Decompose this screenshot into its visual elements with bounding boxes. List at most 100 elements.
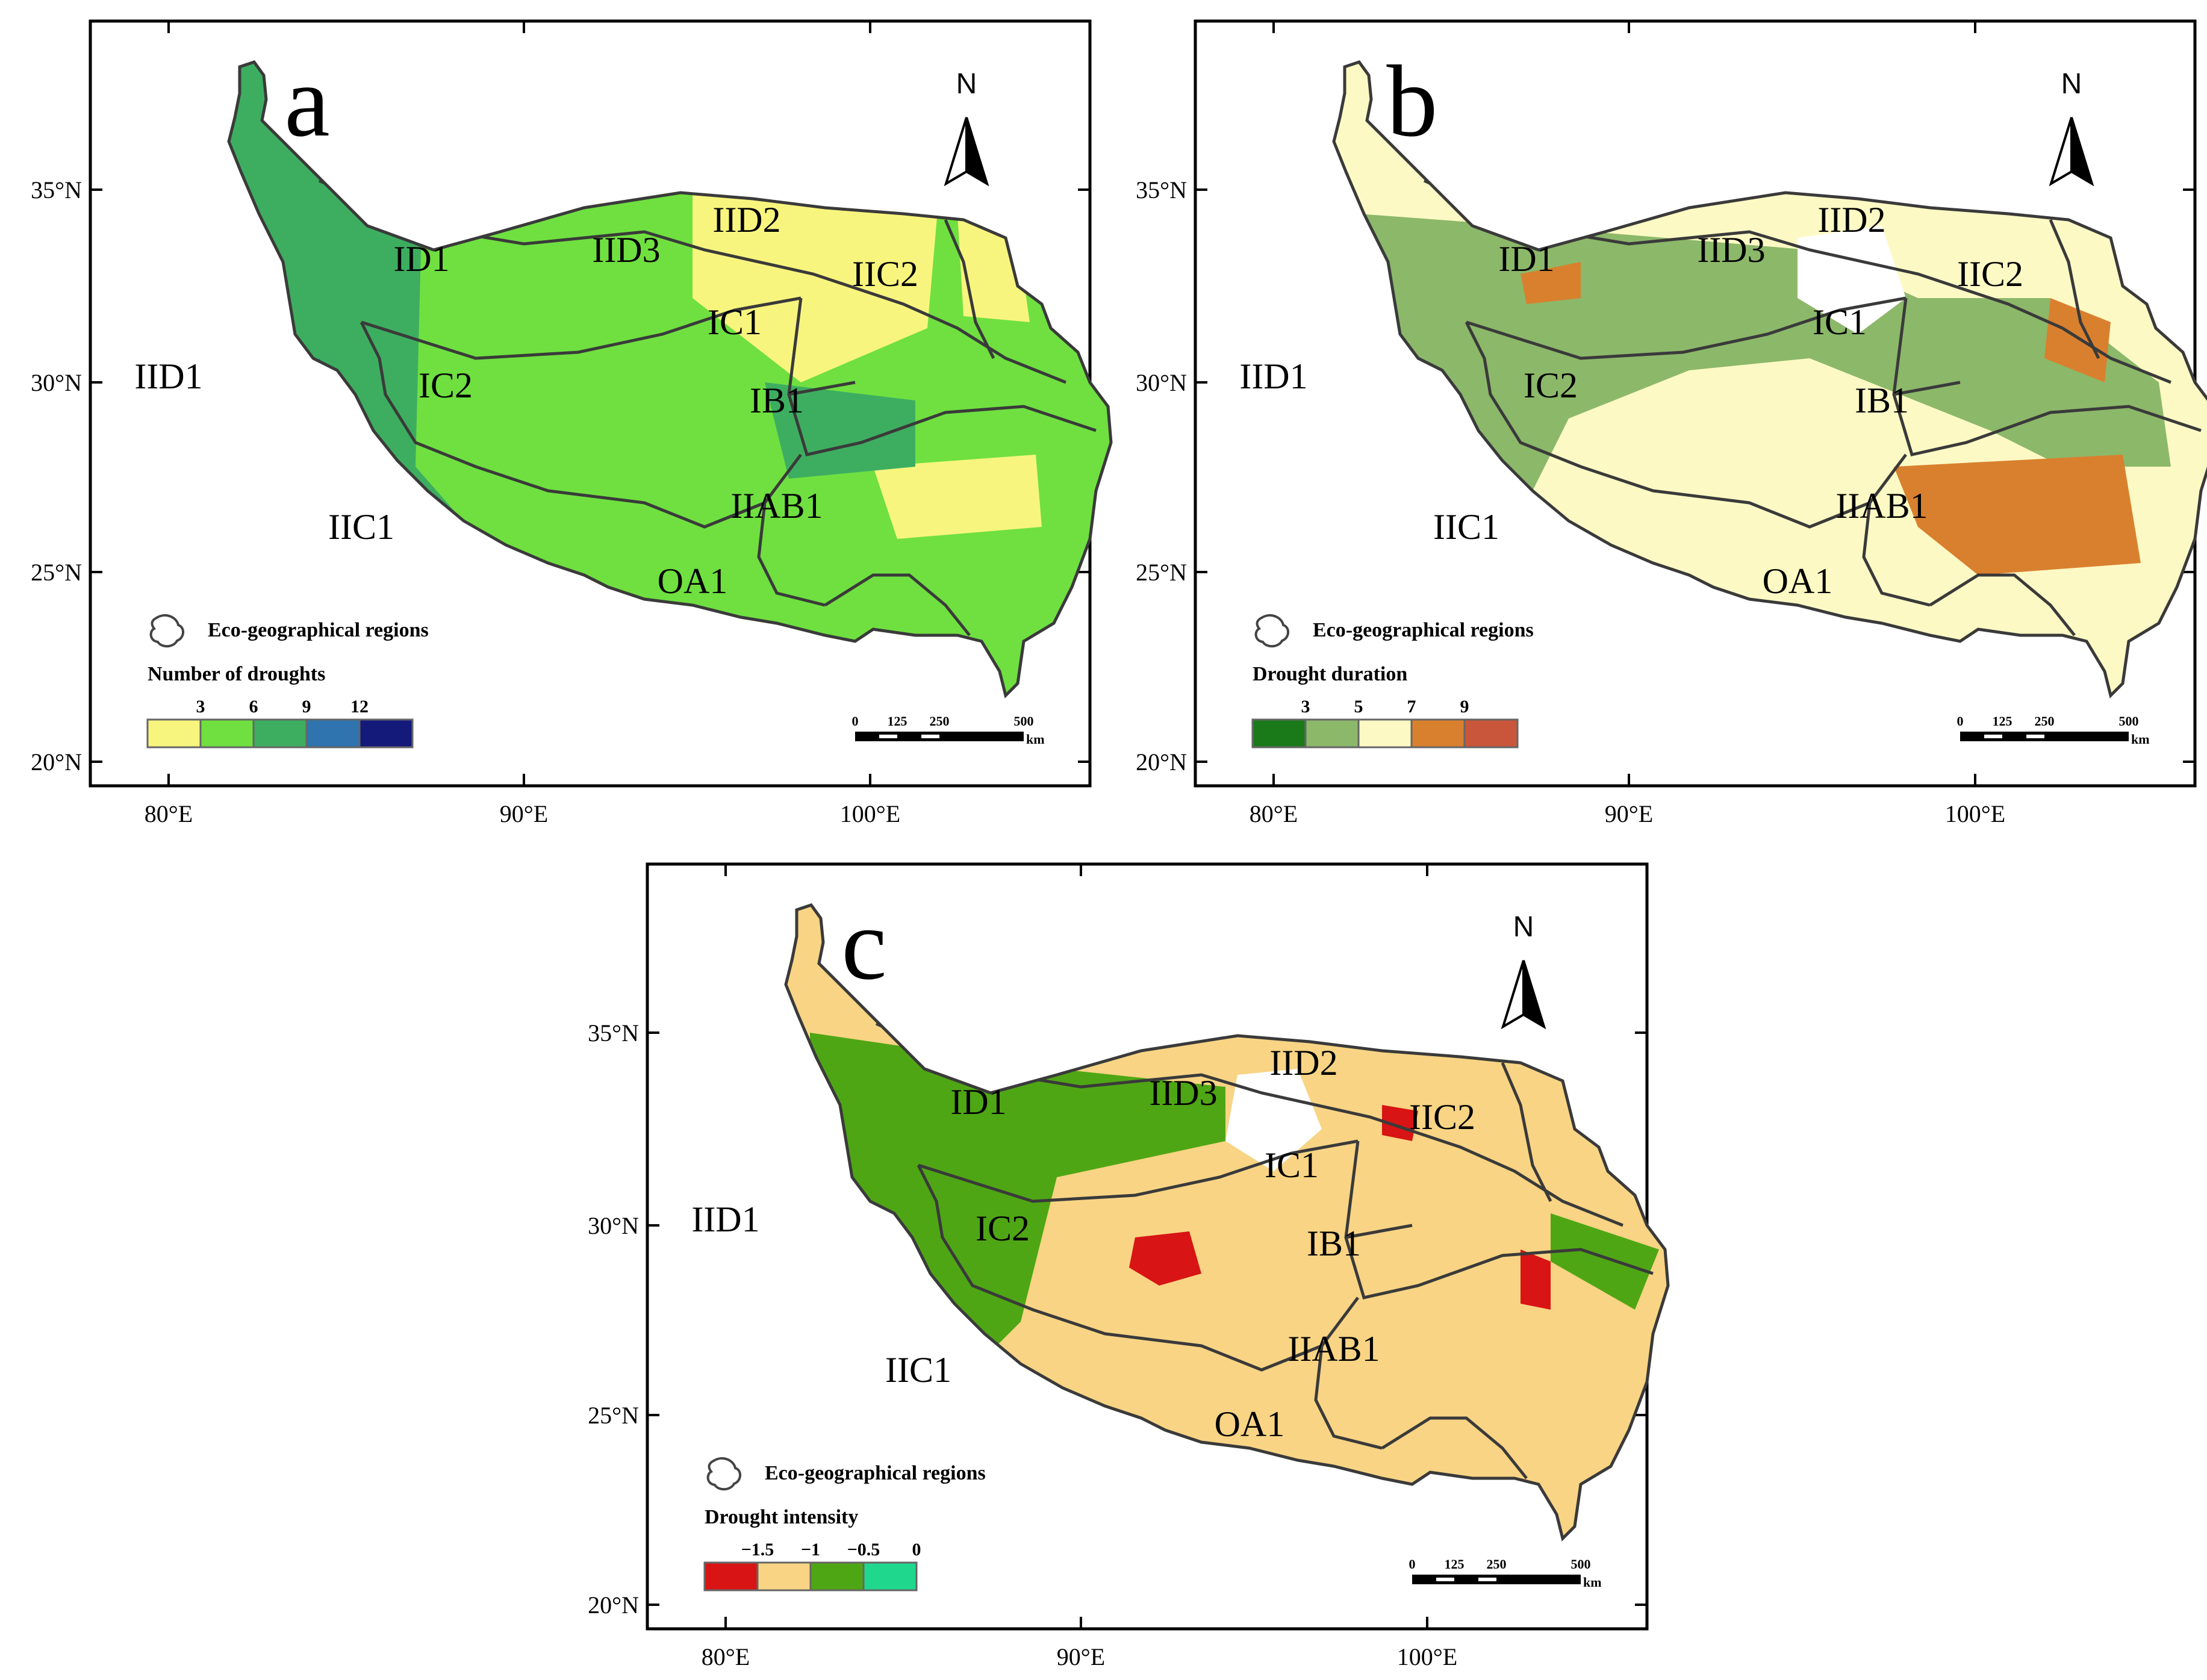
north-label: N — [1513, 911, 1534, 943]
region-label: ID1 — [1498, 239, 1554, 279]
lon-label: 90°E — [1057, 1643, 1105, 1670]
lat-label: 30°N — [588, 1212, 639, 1239]
panel-b: 35°N 30°N 25°N 20°N 80°E 90°E 100°E ID1 IID3 IID2… — [1136, 19, 2207, 827]
legend-swatch — [305, 718, 361, 748]
scale-bar-segment — [1984, 735, 2002, 738]
scale-label: 500 — [1571, 1557, 1591, 1572]
eco-region-label: Eco-geographical regions — [765, 1462, 986, 1484]
scale-label: 125 — [1445, 1557, 1465, 1572]
region-label: IIAB1 — [1835, 486, 1928, 526]
region-label: IC1 — [708, 302, 762, 342]
lat-label: 35°N — [588, 1019, 639, 1047]
lon-label: 80°E — [702, 1643, 750, 1670]
scale-bar-segment — [1478, 1578, 1496, 1581]
legend-swatch — [1463, 718, 1519, 748]
region-label: IID1 — [691, 1199, 759, 1239]
lat-label: 30°N — [31, 369, 82, 396]
patch-red — [1521, 1249, 1551, 1310]
legend-swatch — [1357, 718, 1413, 748]
legend-swatch — [756, 1561, 812, 1591]
legend-swatch — [703, 1561, 759, 1591]
scale-label: 250 — [2035, 714, 2055, 729]
lon-label: 90°E — [500, 800, 548, 827]
region-label: OA1 — [1763, 561, 1833, 601]
legend-tick-label: −1 — [801, 1540, 820, 1560]
scale-label: 125 — [888, 714, 907, 729]
legend-tick-label: 3 — [1301, 697, 1310, 717]
north-label: N — [956, 68, 977, 100]
scale-unit: km — [2131, 732, 2150, 747]
legend-tick-label: 12 — [350, 697, 369, 717]
region-label: IID2 — [712, 200, 780, 240]
scale-bar-segment — [879, 735, 897, 738]
panel-letter: c — [841, 888, 886, 1001]
scale-unit: km — [1583, 1575, 1602, 1590]
patch-orange — [1894, 455, 2141, 575]
legend-swatch — [1251, 718, 1307, 748]
panel-letter: a — [284, 45, 329, 158]
lon-label: 90°E — [1605, 800, 1653, 827]
scale-label: 500 — [2119, 714, 2139, 729]
region-label: IIC1 — [885, 1350, 951, 1390]
scale-unit: km — [1026, 732, 1045, 747]
region-label: IIC2 — [1409, 1097, 1475, 1137]
region-label: IC2 — [1524, 366, 1578, 405]
lat-label: 25°N — [1136, 559, 1187, 586]
region-label: IID2 — [1269, 1043, 1337, 1083]
scale-label: 250 — [930, 714, 950, 729]
region-label: IID1 — [1239, 356, 1307, 396]
region-label: IID3 — [1697, 230, 1765, 270]
panel-c: 35°N 30°N 25°N 20°N 80°E 90°E 100°E ID1 IID3 IID2… — [588, 862, 1668, 1670]
region-label: IID2 — [1817, 200, 1885, 240]
lat-label: 35°N — [1136, 176, 1187, 204]
region-label: ID1 — [393, 239, 449, 279]
lat-label: 20°N — [1136, 748, 1187, 776]
legend-tick-label: 0 — [912, 1540, 921, 1560]
legend-swatch — [809, 1561, 865, 1591]
legend-swatch — [358, 718, 414, 748]
legend-tick-label: −1.5 — [741, 1540, 774, 1560]
legend-tick-label: 3 — [196, 697, 205, 717]
region-label: IB1 — [750, 381, 804, 420]
legend-swatch — [862, 1561, 918, 1591]
scale-label: 125 — [1993, 714, 2012, 729]
plateau-patches — [1358, 214, 2171, 575]
patch-light — [693, 190, 939, 382]
panel-a: 35°N 30°N 25°N 20°N 80°E 90°E 100°E ID1 IID3 IID2… — [31, 19, 1111, 827]
legend-swatch — [146, 718, 202, 748]
scale-bar-segment — [2026, 735, 2044, 738]
patch-light — [873, 455, 1042, 539]
panel-letter: b — [1387, 45, 1438, 158]
region-label: IB1 — [1855, 381, 1909, 420]
patch-orange — [1521, 262, 1581, 304]
eco-region-label: Eco-geographical regions — [1313, 619, 1534, 641]
scale-label: 0 — [1957, 714, 1964, 729]
scale-label: 500 — [1014, 714, 1034, 729]
scale-bar-segment — [1436, 1578, 1454, 1581]
region-label: IIC1 — [328, 507, 394, 547]
region-label: OA1 — [658, 561, 728, 601]
lat-label: 30°N — [1136, 369, 1187, 396]
legend-tick-label: −0.5 — [847, 1540, 880, 1560]
patch-west — [765, 382, 915, 479]
patch-green — [1551, 1213, 1659, 1310]
lon-label: 80°E — [1250, 800, 1298, 827]
lat-label: 25°N — [31, 559, 82, 586]
region-label: IIC1 — [1433, 507, 1499, 547]
legend-tick-label: 6 — [249, 697, 258, 717]
legend-tick-label: 5 — [1354, 697, 1363, 717]
lat-label: 35°N — [31, 176, 82, 204]
lon-label: 100°E — [840, 800, 900, 827]
plateau-map — [1334, 62, 2207, 695]
region-label: IC2 — [419, 366, 473, 405]
region-label: IIC2 — [1957, 254, 2023, 294]
patch-blank — [1225, 1069, 1322, 1171]
legend-tick-label: 7 — [1407, 697, 1416, 717]
region-label: IB1 — [1307, 1224, 1361, 1263]
scale-label: 0 — [852, 714, 859, 729]
scale-label: 250 — [1487, 1557, 1507, 1572]
scale-label: 0 — [1409, 1557, 1416, 1572]
lon-label: 100°E — [1945, 800, 2005, 827]
lat-label: 20°N — [588, 1591, 639, 1619]
scale-bar-segment — [921, 735, 939, 738]
